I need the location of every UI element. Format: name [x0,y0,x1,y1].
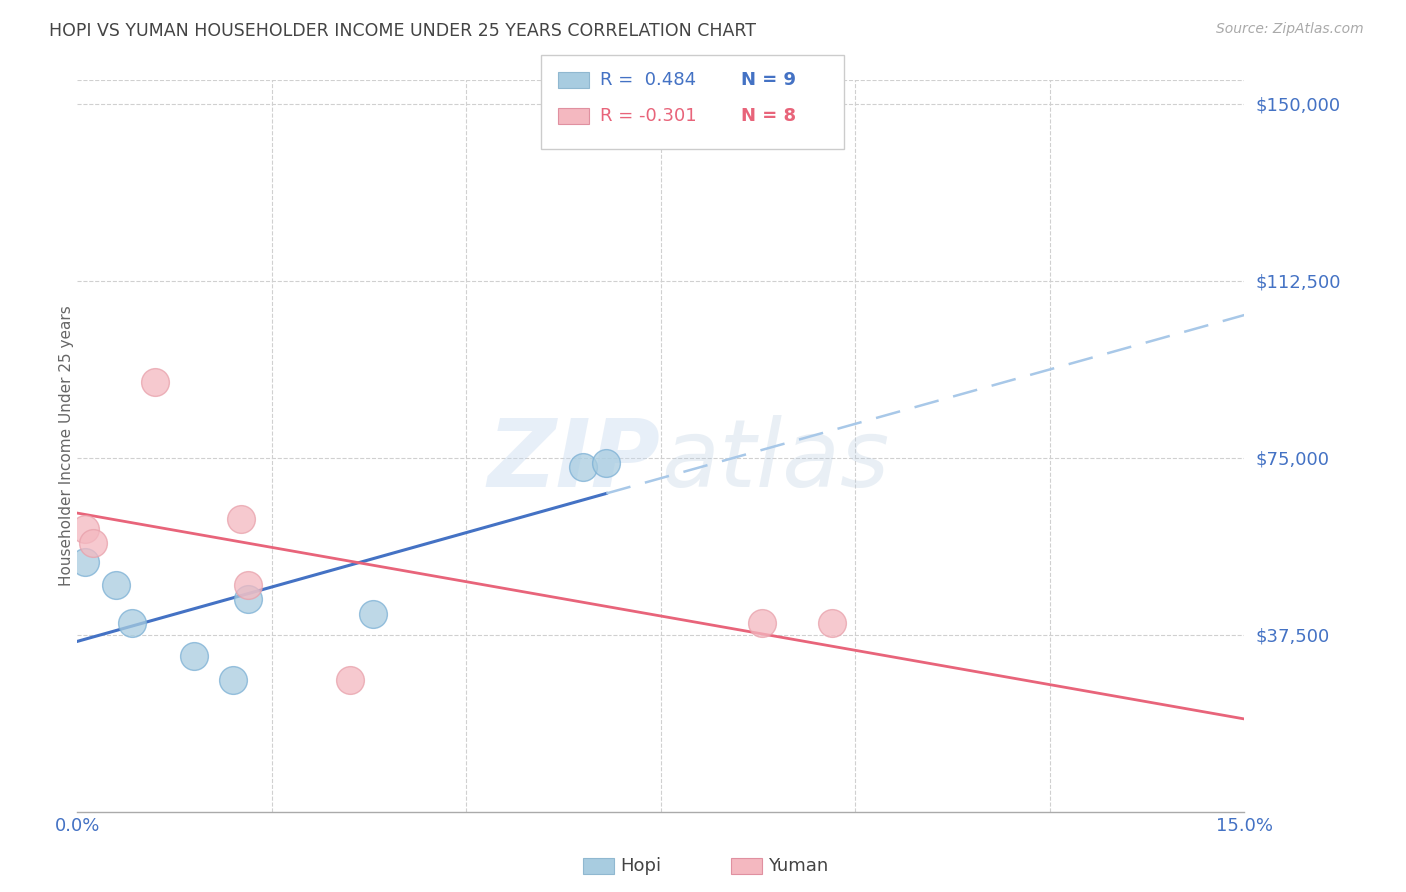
Point [229,512,252,526]
Point [143,376,166,390]
Point [595,456,617,470]
Text: R =  0.484: R = 0.484 [600,71,696,89]
Point [572,460,595,475]
Point [238,592,260,607]
Point [821,615,844,630]
Point [361,607,384,621]
Text: N = 9: N = 9 [741,71,796,89]
Text: Source: ZipAtlas.com: Source: ZipAtlas.com [1216,22,1364,37]
Point [82,535,104,549]
Text: ZIP: ZIP [488,415,661,507]
Point [105,578,128,592]
Point [75,555,97,569]
Point [751,615,773,630]
Point [339,673,361,687]
Point [222,673,245,687]
Text: Yuman: Yuman [768,857,828,875]
Text: N = 8: N = 8 [741,107,796,125]
Text: R = -0.301: R = -0.301 [600,107,697,125]
Point [238,578,260,592]
Text: HOPI VS YUMAN HOUSEHOLDER INCOME UNDER 25 YEARS CORRELATION CHART: HOPI VS YUMAN HOUSEHOLDER INCOME UNDER 2… [49,22,756,40]
Y-axis label: Householder Income Under 25 years: Householder Income Under 25 years [59,306,73,586]
Point [75,522,97,536]
Text: atlas: atlas [661,415,889,506]
Point [121,615,143,630]
Text: Hopi: Hopi [620,857,661,875]
Point [183,648,205,663]
